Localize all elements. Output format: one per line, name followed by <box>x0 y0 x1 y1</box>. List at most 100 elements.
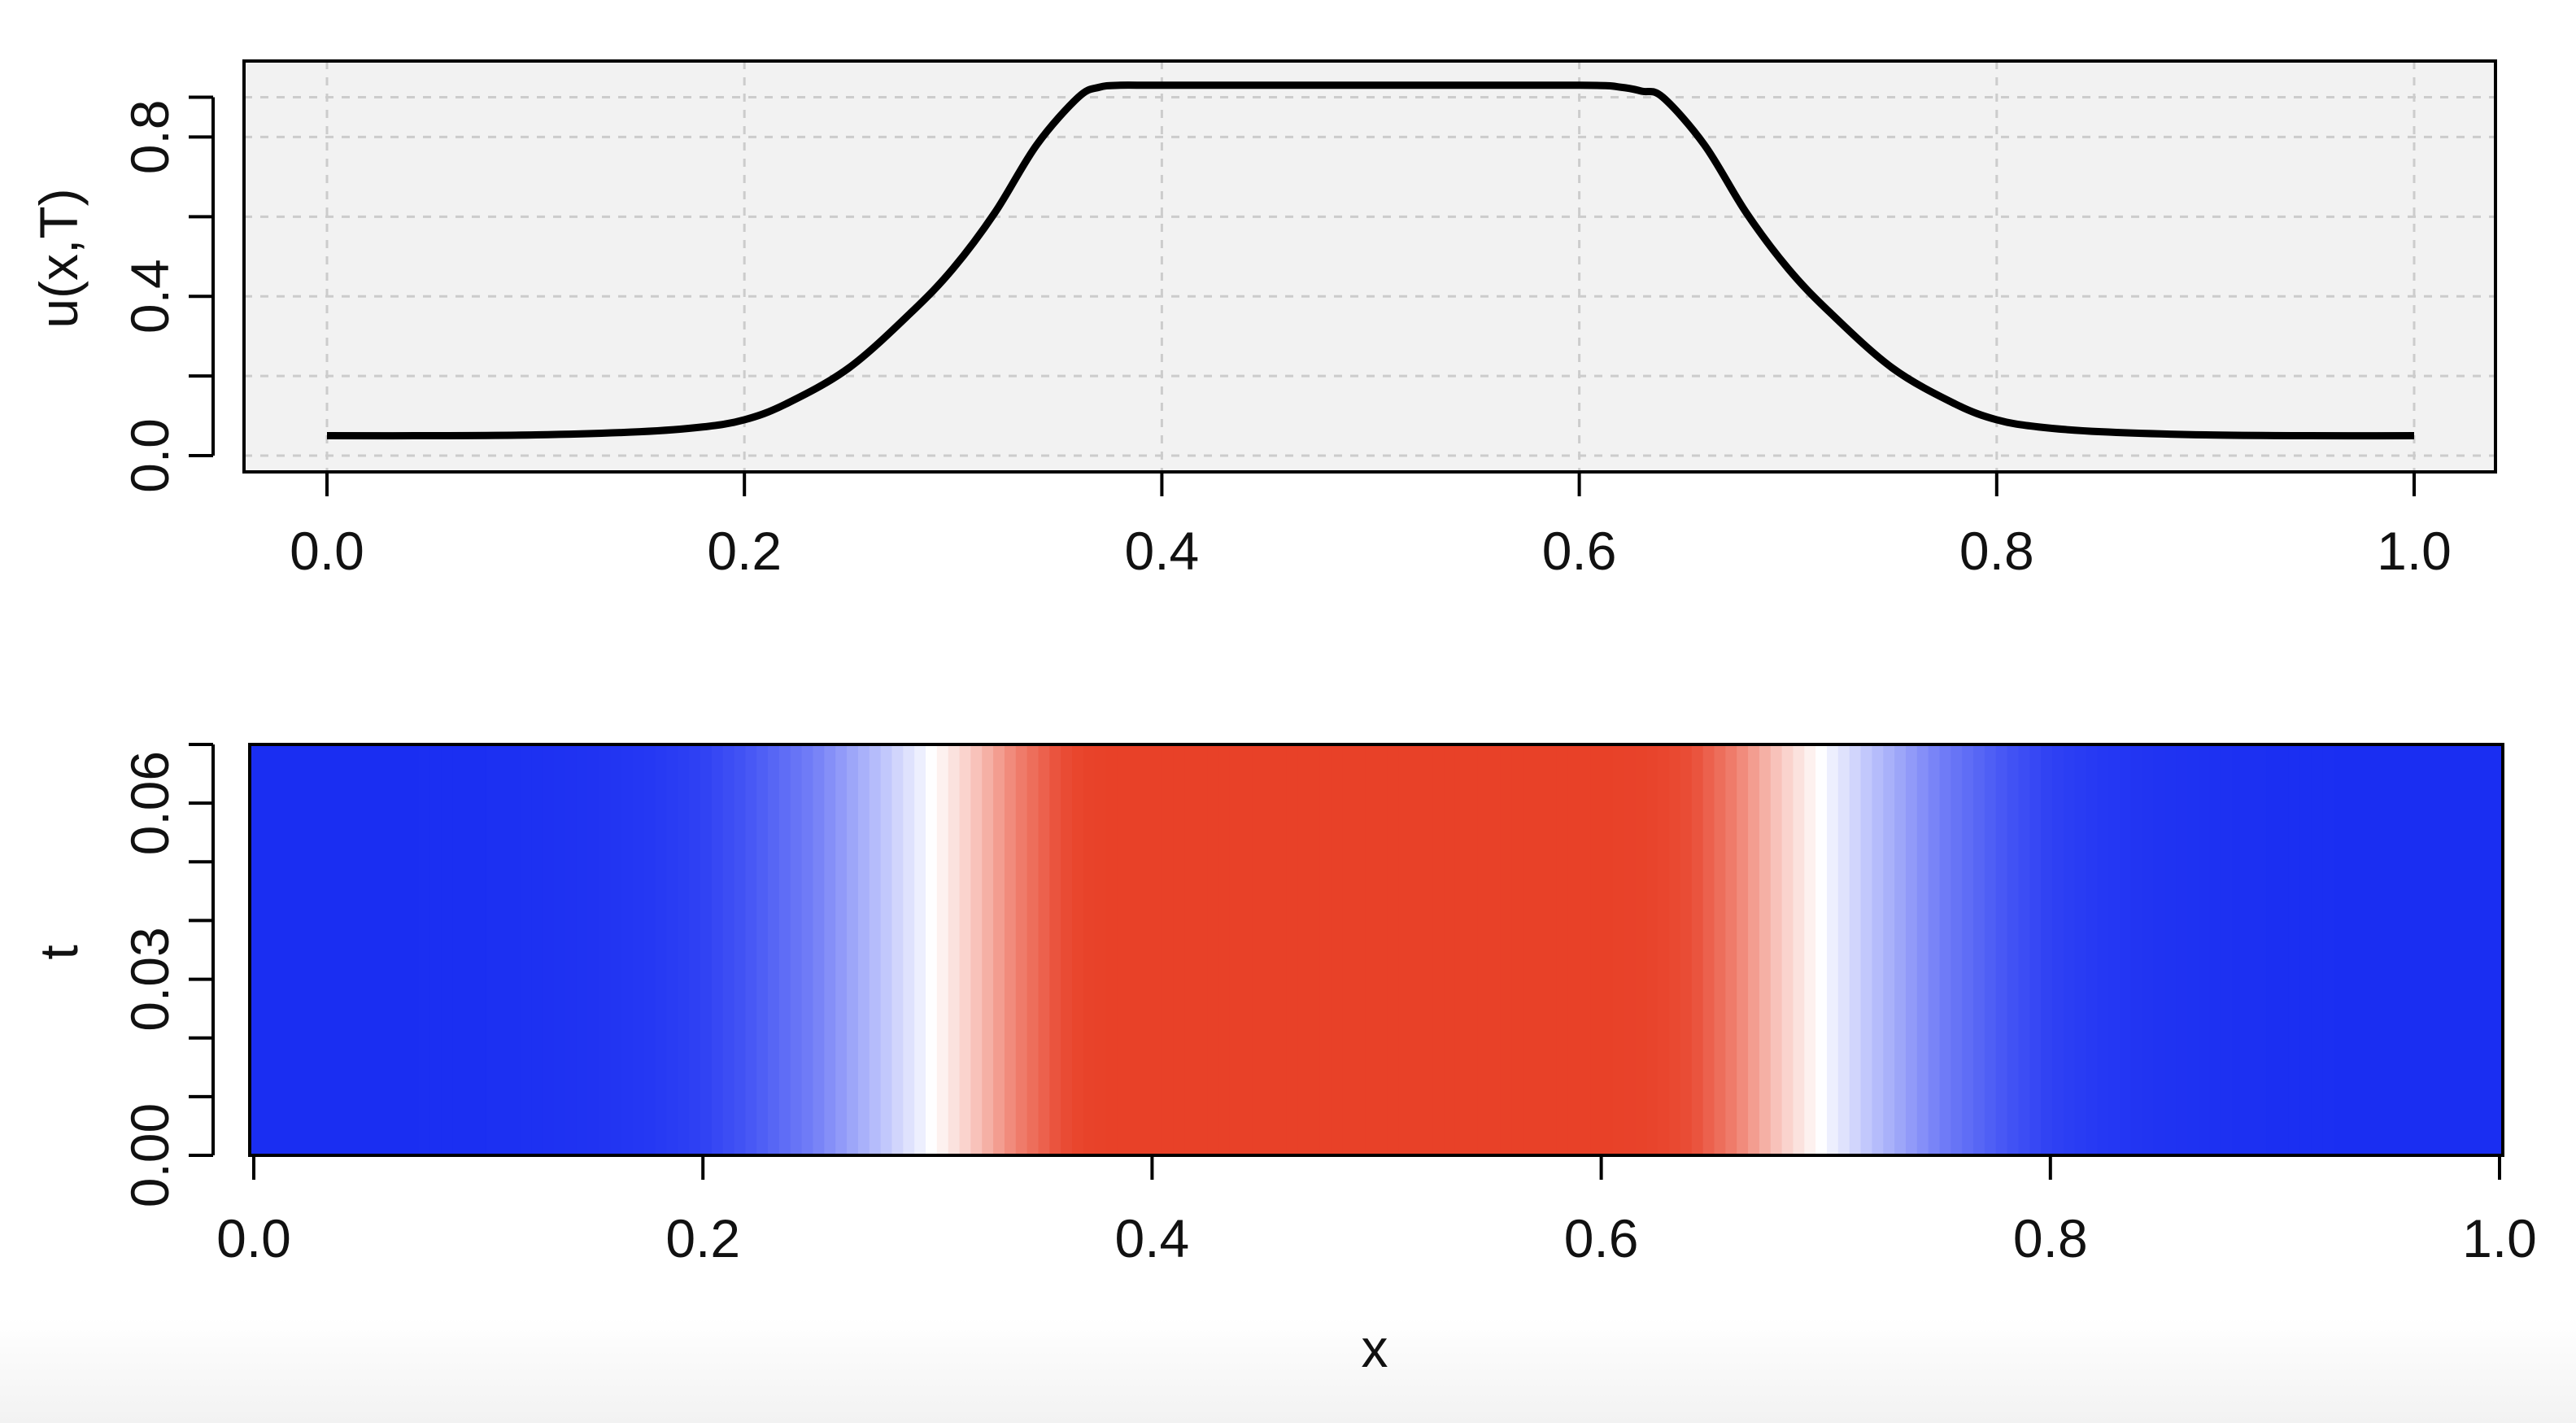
y-axis: 0.00 0.03 0.06 <box>120 743 215 1207</box>
heatmap-cell <box>508 744 521 1155</box>
heatmap-cell <box>1860 744 1873 1155</box>
heatmap-cell <box>441 744 454 1155</box>
heatmap-cell <box>418 744 431 1155</box>
heatmap-cell <box>1905 744 1918 1155</box>
heatmap-cell <box>1511 744 1524 1155</box>
heatmap-cell <box>1319 744 1332 1155</box>
heatmap-cell <box>621 744 634 1155</box>
heatmap-cells <box>250 744 2504 1155</box>
x-tick-label: 0.0 <box>216 1208 291 1268</box>
heatmap-cell <box>2334 744 2347 1155</box>
heatmap-cell <box>847 744 859 1155</box>
x-tick-label: 1.0 <box>2377 521 2452 581</box>
heatmap-cell <box>880 744 893 1155</box>
heatmap-cell <box>903 744 916 1155</box>
x-tick-label: 1.0 <box>2462 1208 2537 1268</box>
heatmap-cell <box>407 744 420 1155</box>
heatmap-cell <box>1533 744 1546 1155</box>
heatmap-cell <box>1646 744 1659 1155</box>
heatmap-cell <box>2480 744 2493 1155</box>
heatmap-cell <box>1454 744 1467 1155</box>
x-axis-title: x <box>1362 1318 1388 1378</box>
heatmap-cell <box>2345 744 2357 1155</box>
heatmap-cell <box>1635 744 1648 1155</box>
heatmap-cell <box>317 744 329 1155</box>
heatmap-cell <box>1916 744 1929 1155</box>
y-tick-label: 0.8 <box>120 100 180 175</box>
heatmap-cell <box>1804 744 1817 1155</box>
heatmap-cell <box>2029 744 2042 1155</box>
heatmap-cell <box>464 744 476 1155</box>
heatmap-cell <box>936 744 949 1155</box>
heatmap-cell <box>1827 744 1839 1155</box>
heatmap-cell <box>328 744 341 1155</box>
heatmap-cell <box>306 744 319 1155</box>
heatmap-cell <box>678 744 691 1155</box>
heatmap-cell <box>1026 744 1040 1155</box>
x-tick-label: 0.8 <box>2013 1208 2088 1268</box>
heatmap-cell <box>1489 744 1502 1155</box>
heatmap-cell <box>1061 744 1074 1155</box>
heatmap-cell <box>1083 744 1096 1155</box>
heatmap-cell <box>1128 744 1141 1155</box>
heatmap-cell <box>1151 744 1163 1155</box>
heatmap-cell <box>689 744 701 1155</box>
heatmap-cell <box>452 744 465 1155</box>
heatmap-cell <box>2209 744 2222 1155</box>
heatmap-cell <box>553 744 566 1155</box>
x-tick-label: 0.4 <box>1125 521 1200 581</box>
heatmap-cell <box>2378 744 2391 1155</box>
heatmap-cell <box>643 744 656 1155</box>
heatmap-cell <box>587 744 600 1155</box>
heatmap-cell <box>1658 744 1671 1155</box>
heatmap-cell <box>2018 744 2031 1155</box>
heatmap-cell <box>2007 744 2020 1155</box>
heatmap-cell <box>2413 744 2426 1155</box>
y-axis-title: u(x,T) <box>28 188 89 328</box>
heatmap-cell <box>1973 744 1985 1155</box>
heatmap-cell <box>778 744 791 1155</box>
heatmap-cell <box>2255 744 2268 1155</box>
y-tick-label: 0.06 <box>120 751 180 855</box>
heatmap-cell <box>1038 744 1051 1155</box>
heatmap-cell <box>339 744 352 1155</box>
heatmap-cell <box>362 744 375 1155</box>
heatmap-cell <box>768 744 780 1155</box>
heatmap-cell <box>2277 744 2290 1155</box>
heatmap-cell <box>1737 744 1750 1155</box>
heatmap-cell <box>711 744 724 1155</box>
heatmap-cell <box>1781 744 1794 1155</box>
series-line <box>326 81 2415 440</box>
heatmap-cell <box>576 744 589 1155</box>
heatmap-cell <box>2120 744 2132 1155</box>
heatmap-cell <box>2434 744 2447 1155</box>
heatmap-cell <box>351 744 364 1155</box>
line-chart-panel: 0.0 0.2 0.4 0.6 0.8 1.0 0.0 0.4 0.8 u(x,T) <box>28 59 2497 581</box>
heatmap-cell <box>1072 744 1084 1155</box>
heatmap-cell <box>1602 744 1614 1155</box>
heatmap-cell <box>1545 744 1558 1155</box>
heatmap-cell <box>1331 744 1344 1155</box>
heatmap-cell <box>1308 744 1321 1155</box>
heatmap-cell <box>2041 744 2053 1155</box>
heatmap-cell <box>1962 744 1975 1155</box>
heatmap-cell <box>813 744 826 1155</box>
heatmap-cell <box>2469 744 2482 1155</box>
heatmap-cell <box>1207 744 1220 1155</box>
heatmap-cell <box>272 744 285 1155</box>
heatmap-cell <box>1691 744 1704 1155</box>
heatmap-cell <box>1995 744 2008 1155</box>
y-axis: 0.0 0.4 0.8 <box>120 95 215 493</box>
heatmap-cell <box>2491 744 2504 1155</box>
heatmap-cell <box>1500 744 1513 1155</box>
heatmap-cell <box>610 744 623 1155</box>
heatmap-cell <box>1939 744 1952 1155</box>
heatmap-cell <box>2446 744 2459 1155</box>
heatmap-cell <box>2243 744 2256 1155</box>
heatmap-cell <box>857 744 870 1155</box>
x-tick-label: 0.8 <box>1959 521 2034 581</box>
heatmap-cell <box>891 744 904 1155</box>
heatmap-cell <box>1477 744 1490 1155</box>
heatmap-cell <box>429 744 442 1155</box>
